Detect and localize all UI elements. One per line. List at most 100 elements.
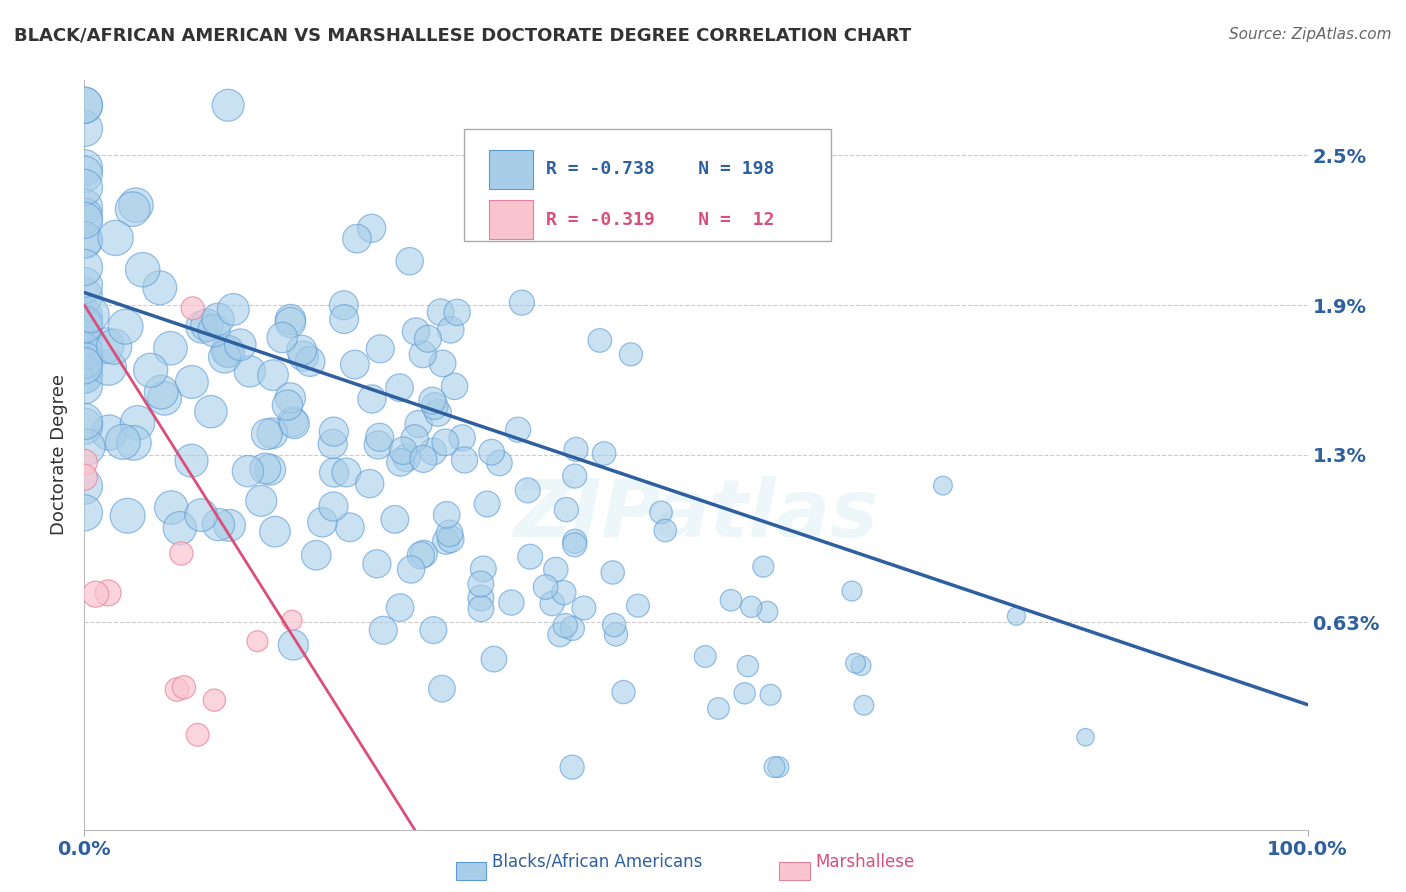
- Point: [190, 508, 212, 522]
- Point: [218, 518, 240, 533]
- Point: [236, 464, 259, 478]
- Point: [436, 508, 458, 522]
- Point: [470, 591, 492, 605]
- Point: [73, 321, 96, 335]
- Point: [73, 309, 96, 323]
- Point: [166, 682, 188, 697]
- Point: [752, 559, 775, 574]
- Point: [217, 98, 239, 112]
- Point: [239, 364, 262, 378]
- Point: [516, 483, 538, 498]
- Point: [322, 437, 344, 451]
- Point: [73, 98, 96, 112]
- Point: [322, 425, 344, 439]
- Point: [202, 324, 225, 338]
- Point: [73, 506, 96, 520]
- Point: [602, 566, 624, 580]
- Point: [139, 363, 162, 377]
- Point: [734, 686, 756, 700]
- Point: [187, 728, 209, 742]
- Text: ZIPatlas: ZIPatlas: [513, 475, 879, 554]
- Point: [1074, 730, 1097, 744]
- Point: [555, 502, 578, 516]
- Point: [534, 580, 557, 594]
- Point: [73, 359, 96, 373]
- Point: [541, 597, 564, 611]
- Point: [173, 681, 195, 695]
- Point: [422, 444, 444, 458]
- Point: [429, 305, 451, 319]
- Point: [501, 596, 523, 610]
- Point: [361, 392, 384, 406]
- Point: [73, 260, 96, 275]
- Point: [388, 381, 411, 395]
- Point: [395, 450, 418, 465]
- Point: [149, 281, 172, 295]
- Point: [849, 658, 872, 673]
- Point: [97, 586, 120, 600]
- Point: [412, 451, 434, 466]
- Point: [222, 302, 245, 317]
- Point: [271, 330, 294, 344]
- Point: [389, 455, 412, 469]
- Point: [292, 349, 315, 363]
- Point: [217, 343, 239, 358]
- Point: [73, 167, 96, 181]
- Point: [335, 466, 357, 480]
- Point: [548, 627, 571, 641]
- Point: [73, 353, 96, 368]
- Point: [276, 398, 298, 412]
- Text: R = -0.738    N = 198: R = -0.738 N = 198: [546, 161, 773, 178]
- Point: [104, 231, 127, 245]
- Point: [439, 526, 461, 541]
- Point: [510, 295, 533, 310]
- Point: [153, 392, 176, 406]
- Point: [73, 161, 96, 175]
- Point: [98, 425, 121, 440]
- Point: [207, 312, 229, 326]
- Point: [80, 308, 103, 322]
- Point: [256, 427, 278, 442]
- Point: [97, 360, 120, 375]
- Point: [519, 549, 541, 564]
- Point: [259, 463, 281, 477]
- Point: [432, 356, 454, 370]
- Point: [73, 332, 96, 346]
- Point: [280, 312, 302, 326]
- Point: [322, 500, 344, 514]
- Point: [94, 338, 117, 352]
- Point: [627, 599, 650, 613]
- Point: [181, 301, 204, 316]
- Point: [117, 508, 139, 523]
- Text: R = -0.319    N =  12: R = -0.319 N = 12: [546, 211, 773, 228]
- Point: [564, 534, 586, 549]
- Point: [299, 354, 322, 368]
- Y-axis label: Doctorate Degree: Doctorate Degree: [51, 375, 69, 535]
- Point: [73, 180, 96, 194]
- Point: [281, 415, 304, 429]
- Point: [759, 688, 782, 702]
- Point: [366, 557, 388, 571]
- Point: [475, 497, 498, 511]
- Point: [453, 453, 475, 467]
- Point: [360, 221, 382, 235]
- Point: [73, 318, 96, 332]
- Point: [103, 340, 125, 354]
- Point: [620, 347, 643, 361]
- Point: [73, 317, 96, 331]
- Point: [73, 419, 96, 434]
- Point: [389, 600, 412, 615]
- Point: [84, 587, 107, 601]
- Point: [359, 476, 381, 491]
- Point: [1005, 609, 1028, 624]
- Point: [612, 685, 634, 699]
- Point: [404, 431, 426, 445]
- Point: [554, 618, 576, 632]
- Point: [73, 368, 96, 383]
- Point: [73, 213, 96, 227]
- Point: [250, 493, 273, 508]
- Point: [229, 337, 252, 351]
- Point: [127, 416, 149, 430]
- Point: [283, 417, 305, 431]
- Point: [311, 516, 333, 530]
